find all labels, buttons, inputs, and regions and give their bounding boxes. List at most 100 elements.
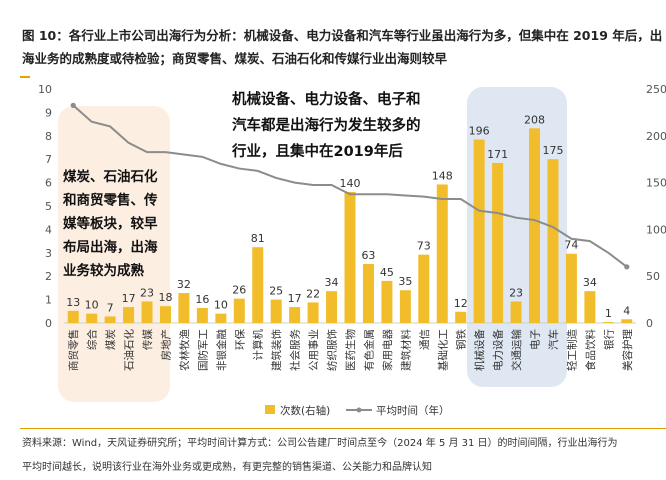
bar: [141, 301, 153, 323]
bar: [67, 310, 79, 323]
annotation-recent-line: 行业，且集中在2019年后: [231, 142, 403, 160]
x-tick-label: 基础化工: [436, 329, 449, 371]
bar: [123, 307, 135, 323]
bar: [289, 307, 301, 323]
annotation-early-line: 布局出海，出海: [63, 239, 158, 256]
x-tick-label: 综合: [86, 329, 99, 350]
bar: [418, 254, 430, 323]
bar: [473, 139, 485, 323]
x-tick-label: 非银金融: [215, 329, 228, 371]
x-tick-label: 计算机: [252, 329, 265, 361]
x-tick-label: 传媒: [141, 329, 154, 350]
bar-value-label: 23: [140, 286, 154, 299]
x-tick-label: 钢铁: [455, 329, 468, 350]
x-tick-label: 国防军工: [196, 329, 209, 371]
bar-value-label: 45: [380, 266, 394, 279]
x-tick-label: 环保: [233, 329, 246, 350]
bar: [215, 313, 227, 323]
bar: [344, 191, 356, 323]
bar: [510, 301, 522, 323]
legend-swatch-line-marker: [356, 407, 362, 413]
y-left-tick-label: 3: [45, 247, 52, 260]
x-tick-label: 社会服务: [289, 329, 302, 371]
bar: [159, 306, 171, 323]
annotation-early-line: 和商贸零售、传: [63, 192, 158, 209]
bar: [455, 311, 467, 323]
bar: [326, 291, 338, 323]
legend-label-bars: 次数(右轴): [280, 404, 330, 417]
bar-value-label: 23: [509, 286, 523, 299]
x-tick-label: 建筑材料: [399, 329, 412, 371]
x-tick-label: 农林牧渔: [178, 329, 191, 371]
bar: [233, 298, 245, 323]
bar-value-label: 7: [107, 301, 114, 314]
annotation-early-line: 业务较为成熟: [63, 262, 144, 279]
bar: [252, 247, 264, 323]
bar-value-label: 18: [158, 291, 172, 304]
bar: [270, 299, 282, 323]
bar-value-label: 4: [623, 304, 630, 317]
source-divider: [20, 428, 666, 429]
x-tick-label: 房地产: [159, 329, 172, 361]
source-line-1: 资料来源：Wind，天风证券研究所；平均时间计算方式：公司公告建厂时间点至今（2…: [22, 438, 618, 449]
bar-value-label: 73: [417, 240, 431, 253]
y-left-tick-label: 1: [45, 294, 52, 307]
x-tick-label: 建筑装饰: [270, 329, 283, 371]
x-tick-label: 家用电器: [381, 329, 394, 371]
bar: [307, 302, 319, 323]
series-line-average-time: [72, 104, 628, 268]
annotation-early-line: 煤炭、石油石化: [63, 168, 158, 185]
source-note: 资料来源：Wind，天风证券研究所；平均时间计算方式：公司公告建厂时间点至今（2…: [22, 432, 618, 480]
bar: [362, 264, 374, 323]
bar-value-label: 140: [340, 177, 361, 190]
line-point: [70, 102, 76, 108]
y-right-tick-label: 0: [646, 317, 653, 330]
bar-value-label: 196: [469, 125, 490, 138]
legend-swatch-bars: [265, 405, 275, 414]
bar: [399, 290, 411, 323]
bar-value-label: 25: [269, 285, 283, 298]
y-right-tick-label: 150: [646, 177, 666, 190]
bar-value-label: 17: [122, 292, 136, 305]
bar: [547, 159, 559, 323]
bar-value-label: 22: [306, 287, 320, 300]
highlight-region-recent: [467, 87, 567, 387]
bar-value-label: 13: [66, 296, 80, 309]
x-tick-label: 纺织服饰: [326, 329, 339, 371]
x-tick-label: 交通运输: [510, 329, 523, 371]
y-right-tick-label: 250: [646, 83, 666, 96]
title-accent: [20, 76, 30, 78]
x-tick-label: 公用事业: [307, 329, 320, 371]
y-right-tick-label: 200: [646, 130, 666, 143]
bar-value-label: 10: [85, 299, 99, 312]
bar: [86, 313, 98, 323]
bar-value-label: 1: [605, 307, 612, 320]
y-left-tick-label: 4: [45, 223, 52, 236]
annotation-early-line: 媒等板块，较早: [63, 215, 158, 232]
bar-value-label: 26: [232, 284, 246, 297]
x-tick-label: 汽车: [547, 329, 560, 350]
bar: [621, 319, 633, 323]
legend-label-line: 平均时间（年）: [376, 404, 450, 417]
x-tick-label: 有色金属: [362, 329, 375, 371]
bar: [529, 128, 541, 323]
bar-value-label: 34: [325, 276, 339, 289]
annotation-recent-line: 汽车都是出海行为发生较多的: [232, 116, 421, 134]
y-left-tick-label: 9: [45, 106, 52, 119]
x-tick-label: 美容护理: [621, 329, 634, 371]
x-tick-label: 商贸零售: [67, 329, 80, 371]
bar: [178, 293, 190, 323]
x-tick-label: 食品饮料: [584, 329, 597, 371]
bar-value-label: 17: [288, 292, 302, 305]
y-right-tick-label: 100: [646, 223, 666, 236]
y-left-tick-label: 6: [45, 177, 52, 190]
x-tick-label: 电子: [529, 329, 542, 350]
bar-value-label: 16: [195, 293, 209, 306]
x-tick-label: 机械设备: [473, 329, 486, 371]
y-right-tick-label: 50: [646, 270, 660, 283]
y-left-tick-label: 5: [45, 200, 52, 213]
bar-value-label: 208: [524, 113, 545, 126]
bar-value-label: 171: [487, 148, 508, 161]
bar: [565, 253, 577, 323]
